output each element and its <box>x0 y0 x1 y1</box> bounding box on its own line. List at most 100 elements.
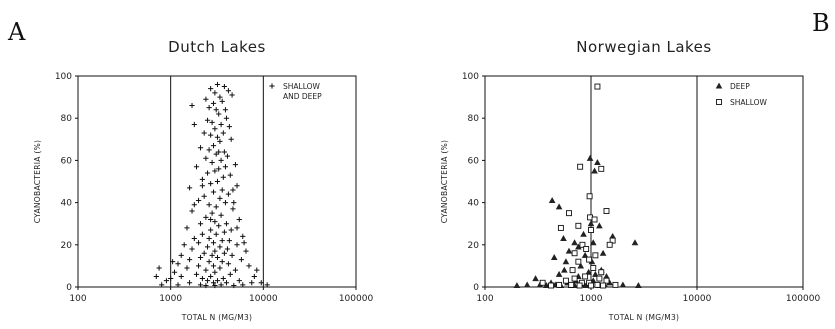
y-tick-label: 100 <box>55 72 72 82</box>
data-point <box>159 282 165 288</box>
data-point <box>612 281 619 288</box>
data-point <box>590 265 597 271</box>
data-point <box>199 231 205 237</box>
legend-label: SHALLOW <box>730 98 768 107</box>
y-tick-label: 60 <box>468 156 480 166</box>
x-tick-label: 1000 <box>580 294 603 304</box>
data-point <box>571 239 578 246</box>
data-point <box>223 115 230 121</box>
data-point <box>168 275 174 282</box>
data-point <box>222 164 229 170</box>
x-tick-label: 100 <box>476 294 493 304</box>
data-point <box>236 278 242 284</box>
data-point <box>199 275 205 282</box>
data-point <box>209 252 215 258</box>
data-point <box>234 242 240 248</box>
data-point <box>214 134 221 140</box>
data-point <box>221 229 227 235</box>
data-point <box>227 172 233 178</box>
data-point <box>603 277 610 284</box>
data-point <box>210 280 217 286</box>
data-point <box>210 143 217 149</box>
data-point <box>222 107 229 113</box>
data-point <box>557 224 564 231</box>
data-point <box>203 267 209 273</box>
y-tick-label: 60 <box>61 156 73 166</box>
data-point <box>204 117 211 123</box>
data-point <box>210 240 217 246</box>
data-point <box>227 271 233 277</box>
data-point <box>234 183 240 189</box>
data-point <box>163 278 170 284</box>
data-point <box>583 246 590 252</box>
y-tick-label: 40 <box>468 199 480 209</box>
data-point <box>568 281 575 288</box>
data-point <box>189 208 195 214</box>
data-point <box>225 88 232 94</box>
data-point <box>232 162 239 168</box>
data-point <box>208 227 214 233</box>
data-point <box>226 124 232 130</box>
x-axis-label: TOTAL N (MG/M3) <box>608 313 680 322</box>
data-point <box>218 157 224 163</box>
chart-title: Norwegian Lakes <box>576 38 711 56</box>
data-point <box>193 271 200 277</box>
data-point <box>208 181 214 187</box>
data-point <box>184 225 190 231</box>
data-point <box>218 212 224 218</box>
data-point <box>596 275 603 282</box>
data-point <box>576 282 583 289</box>
data-point <box>197 221 204 227</box>
data-point <box>195 240 202 246</box>
chart-title: Dutch Lakes <box>168 38 266 56</box>
data-point <box>224 153 231 159</box>
data-point <box>209 119 215 126</box>
data-point <box>222 200 229 206</box>
data-point <box>220 174 226 180</box>
data-point <box>217 244 223 250</box>
data-point <box>219 259 225 265</box>
data-point <box>240 233 246 239</box>
data-point <box>204 170 211 176</box>
data-point <box>216 166 222 172</box>
series-shallow-and-deep <box>153 81 270 289</box>
panel-letter: B <box>812 9 830 37</box>
x-tick-label: 100000 <box>339 294 374 304</box>
data-point <box>197 145 204 151</box>
data-point <box>715 82 723 89</box>
data-point <box>186 256 193 263</box>
data-point <box>214 81 221 88</box>
data-point <box>532 275 539 282</box>
data-point <box>218 282 224 288</box>
data-point <box>197 254 204 261</box>
data-point <box>214 254 221 261</box>
data-point <box>586 193 593 200</box>
data-point <box>212 90 218 96</box>
data-point <box>577 262 585 269</box>
data-point <box>592 252 599 259</box>
data-point <box>189 102 195 109</box>
data-point <box>569 267 576 274</box>
data-point <box>225 191 232 197</box>
data-point <box>598 165 605 172</box>
data-point <box>251 273 257 280</box>
data-point <box>214 278 221 284</box>
data-point <box>208 216 214 223</box>
data-point <box>254 267 260 273</box>
data-point <box>264 282 270 288</box>
data-point <box>588 282 594 289</box>
data-point <box>577 163 584 170</box>
data-point <box>562 277 569 284</box>
legend-label: DEEP <box>730 82 750 91</box>
data-point <box>591 167 598 174</box>
data-point <box>589 239 597 246</box>
data-point <box>206 105 212 111</box>
data-point <box>594 281 601 288</box>
data-point <box>231 282 237 289</box>
data-point <box>197 282 204 288</box>
data-point <box>594 159 601 166</box>
data-point <box>201 193 207 199</box>
plot-frame <box>484 75 804 288</box>
